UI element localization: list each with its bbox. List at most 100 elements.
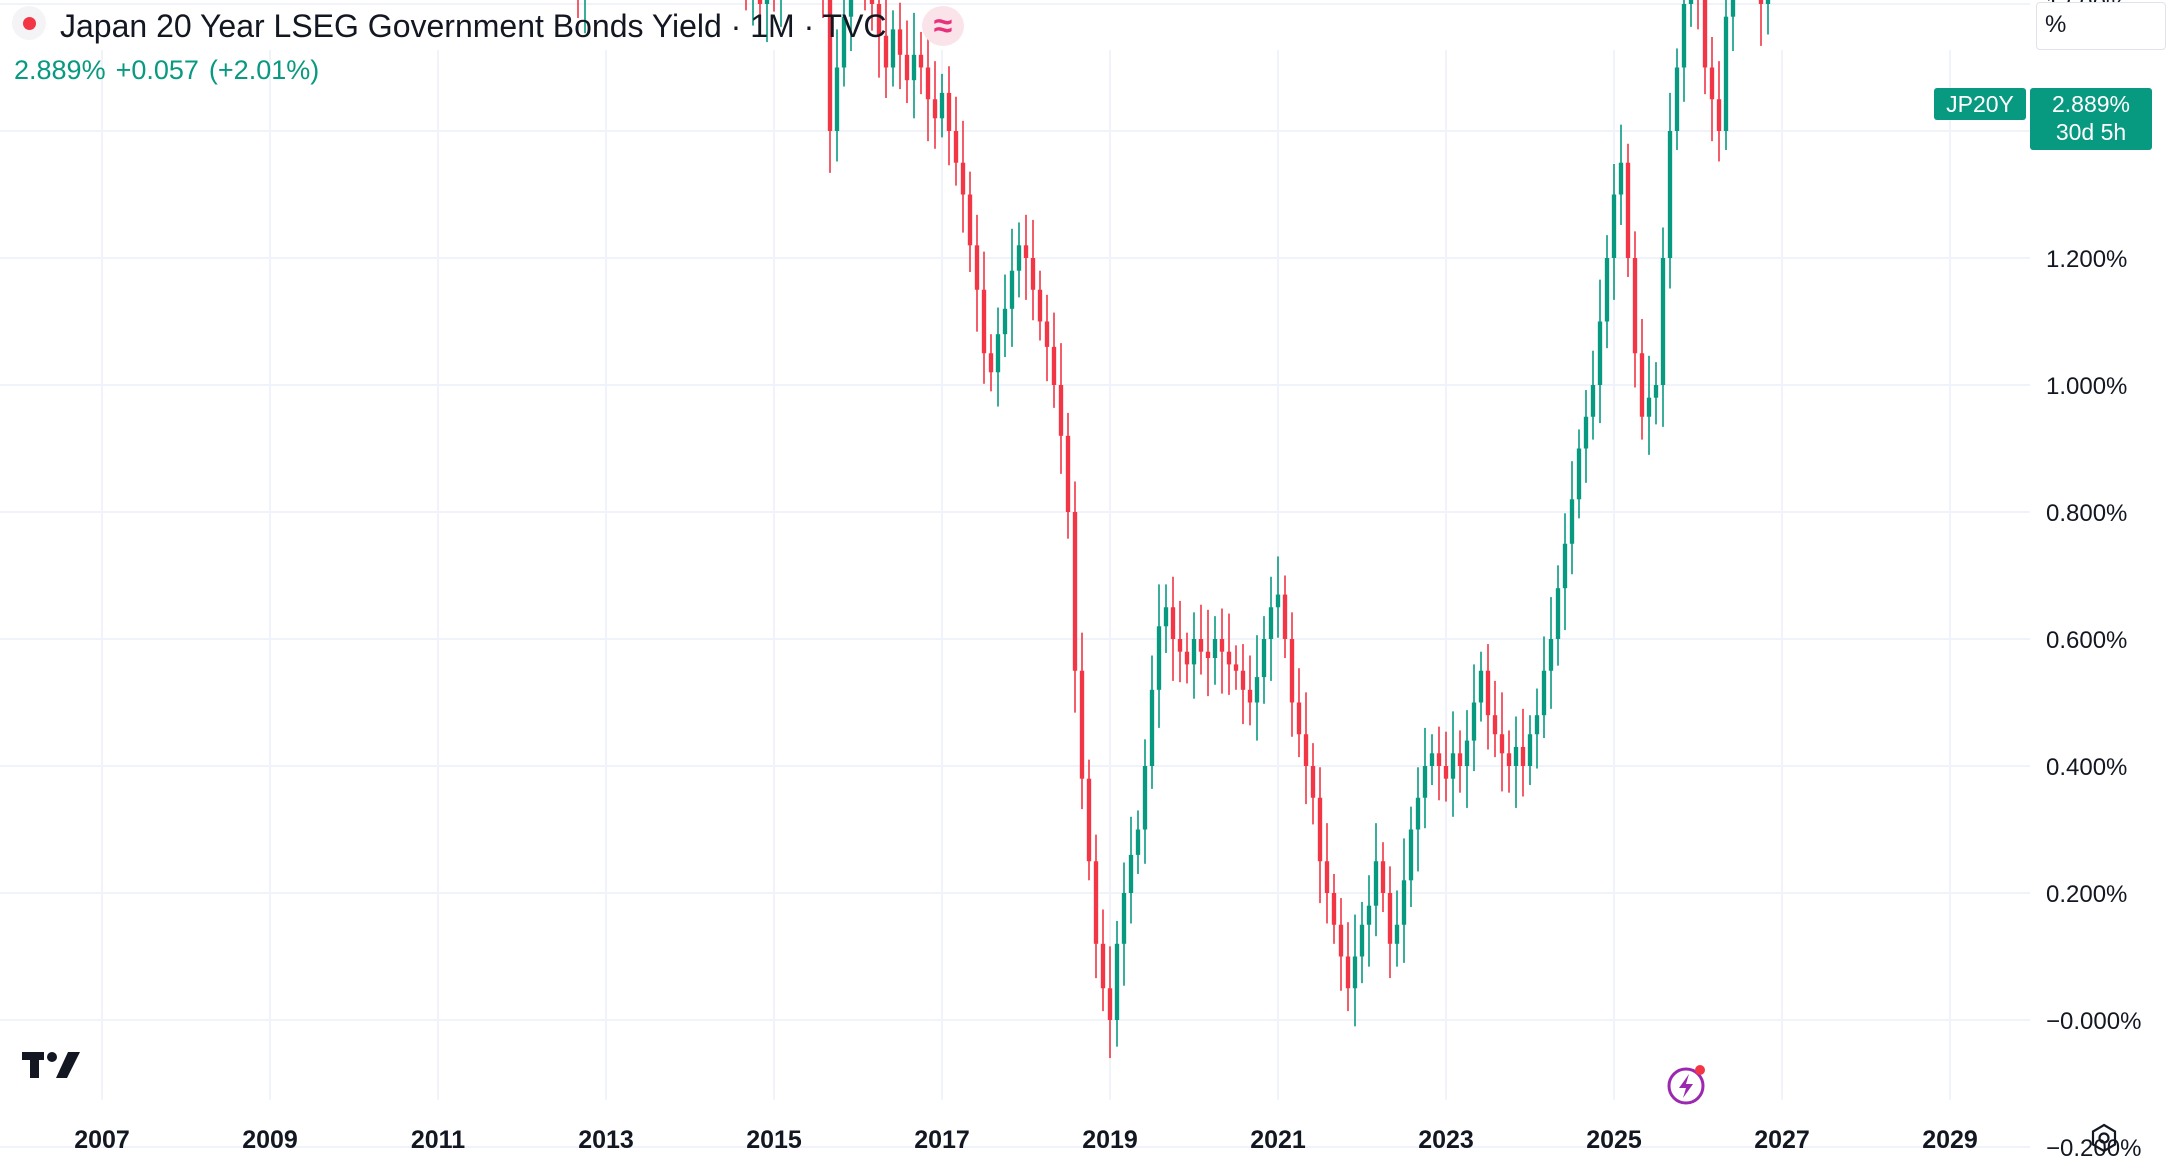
candle[interactable] <box>764 0 770 43</box>
candle[interactable] <box>779 0 783 27</box>
candle[interactable] <box>1527 715 1533 786</box>
price-axis[interactable]: 3.000%2.600%2.400%2.200%2.000%1.800%1.60… <box>2046 0 2141 1162</box>
candle[interactable] <box>1009 228 1015 347</box>
candle[interactable] <box>1457 730 1463 793</box>
tradingview-logo[interactable] <box>22 1048 84 1082</box>
candle[interactable] <box>1149 655 1155 789</box>
candle[interactable] <box>1163 584 1169 653</box>
candle[interactable] <box>1268 576 1274 681</box>
candle[interactable] <box>1401 838 1407 963</box>
candle[interactable] <box>1247 655 1253 726</box>
candle[interactable] <box>1408 806 1414 907</box>
candle[interactable] <box>1058 343 1064 474</box>
candle[interactable] <box>1023 214 1029 300</box>
candle[interactable] <box>1107 946 1113 1059</box>
candle[interactable] <box>1696 0 1700 30</box>
candle[interactable] <box>1289 612 1295 737</box>
candle[interactable] <box>1562 513 1568 631</box>
candle[interactable] <box>1464 710 1470 808</box>
candle[interactable] <box>1170 576 1176 681</box>
candle[interactable] <box>1639 318 1645 440</box>
candle[interactable] <box>1380 842 1386 913</box>
candle[interactable] <box>1520 708 1526 797</box>
candle[interactable] <box>1478 651 1484 722</box>
candle[interactable] <box>1513 716 1519 808</box>
unit-label[interactable]: % <box>2045 11 2067 38</box>
candle[interactable] <box>1394 890 1400 967</box>
candle[interactable] <box>1758 0 1764 46</box>
candle[interactable] <box>869 0 875 31</box>
candle[interactable] <box>1646 355 1652 455</box>
candle[interactable] <box>1198 604 1204 675</box>
candle[interactable] <box>1135 810 1141 874</box>
candle[interactable] <box>1653 362 1659 425</box>
candle[interactable] <box>1233 645 1239 690</box>
candle[interactable] <box>1667 92 1673 289</box>
candle[interactable] <box>1324 823 1330 924</box>
candle[interactable] <box>1184 632 1190 684</box>
candle[interactable] <box>1429 734 1435 786</box>
approx-icon[interactable]: ≈ <box>922 6 964 46</box>
candle[interactable] <box>1471 664 1477 772</box>
candle[interactable] <box>1366 875 1372 967</box>
candle[interactable] <box>772 0 776 12</box>
candle[interactable] <box>897 2 903 90</box>
candle[interactable] <box>1331 873 1337 944</box>
candle[interactable] <box>1422 727 1428 829</box>
candle[interactable] <box>1576 429 1582 519</box>
candle[interactable] <box>988 334 994 392</box>
candle[interactable] <box>960 120 966 233</box>
candle[interactable] <box>1317 767 1323 904</box>
candle[interactable] <box>1681 0 1687 102</box>
candle[interactable] <box>974 214 980 332</box>
settings-icon[interactable] <box>2088 1122 2120 1154</box>
candle[interactable] <box>1226 613 1232 695</box>
candle[interactable] <box>1121 862 1127 986</box>
candle[interactable] <box>1674 48 1680 151</box>
candle[interactable] <box>1709 37 1715 142</box>
candle[interactable] <box>1569 461 1575 575</box>
market-status-icon[interactable] <box>12 6 46 40</box>
candle[interactable] <box>981 251 987 384</box>
candle[interactable] <box>911 12 917 119</box>
candle[interactable] <box>1072 481 1078 713</box>
candle[interactable] <box>1114 920 1120 1047</box>
candle[interactable] <box>1345 922 1351 1012</box>
candle[interactable] <box>848 0 854 51</box>
candle[interactable] <box>883 0 889 98</box>
candle[interactable] <box>1296 668 1302 758</box>
candle[interactable] <box>1086 759 1092 881</box>
candle[interactable] <box>1030 219 1036 321</box>
candle[interactable] <box>1702 0 1708 95</box>
candle[interactable] <box>751 0 755 26</box>
candle[interactable] <box>1156 584 1162 728</box>
candle[interactable] <box>1387 866 1393 979</box>
candle[interactable] <box>1415 767 1421 872</box>
candle[interactable] <box>1625 143 1631 278</box>
candle[interactable] <box>1079 632 1085 810</box>
candle[interactable] <box>1597 279 1603 424</box>
candle[interactable] <box>1436 726 1442 801</box>
candle[interactable] <box>1716 61 1722 162</box>
candle[interactable] <box>1541 636 1547 739</box>
candle[interactable] <box>925 37 931 142</box>
candle[interactable] <box>1219 608 1225 694</box>
candle[interactable] <box>904 20 910 104</box>
bolt-icon[interactable] <box>1666 1062 1710 1106</box>
candle[interactable] <box>1611 164 1617 300</box>
candle[interactable] <box>890 10 896 87</box>
candle[interactable] <box>953 96 959 186</box>
candle[interactable] <box>932 61 938 149</box>
candle[interactable] <box>1338 898 1344 991</box>
unit-selector[interactable] <box>2036 2 2166 50</box>
candle[interactable] <box>1037 270 1043 341</box>
candle[interactable] <box>1100 909 1106 1012</box>
candle[interactable] <box>1506 730 1512 793</box>
candle[interactable] <box>1051 312 1057 408</box>
candle[interactable] <box>995 307 1001 407</box>
candle[interactable] <box>1016 222 1022 298</box>
candle[interactable] <box>1359 901 1365 984</box>
candle[interactable] <box>1450 711 1456 817</box>
candle[interactable] <box>1177 600 1183 683</box>
candle[interactable] <box>1303 692 1309 805</box>
